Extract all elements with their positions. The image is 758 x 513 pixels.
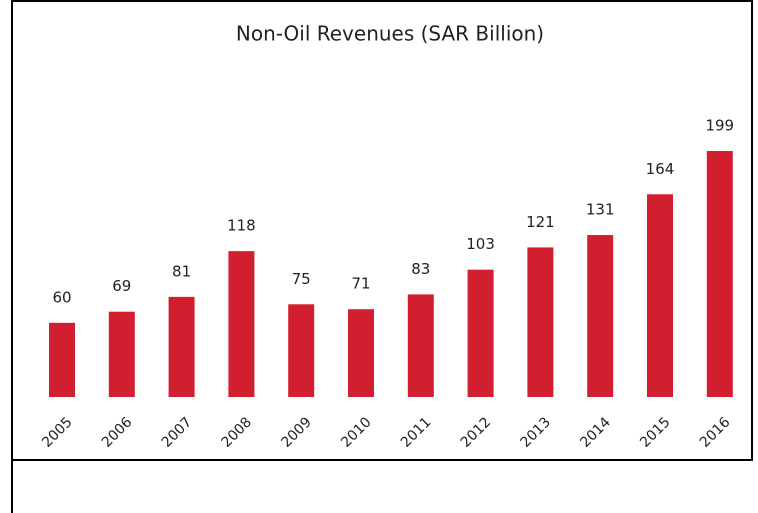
bar [49,322,75,397]
bar [527,247,554,397]
data-label: 81 [172,262,191,280]
bar [228,251,255,397]
bar [467,269,494,397]
data-label: 199 [705,117,734,135]
data-label: 121 [526,213,555,231]
bar [706,151,733,397]
frame [11,0,753,513]
bar [168,296,195,397]
x-tick-label: 2011 [398,414,435,451]
bar [108,311,135,397]
bar [288,304,315,397]
bar [587,235,614,397]
data-label: 69 [112,277,131,295]
data-label: 131 [586,201,615,219]
x-tick-label: 2013 [518,414,555,451]
data-label: 118 [227,217,256,235]
x-tick-label: 2008 [219,414,256,451]
chart-title: Non-Oil Revenues (SAR Billion) [236,22,544,46]
data-label: 71 [351,275,370,293]
data-label: 60 [52,288,71,306]
x-tick-label: 2005 [39,414,76,451]
bar [348,309,374,397]
x-tick-label: 2007 [159,414,196,451]
data-label: 103 [466,235,495,253]
data-label: 75 [292,270,311,288]
bar [407,294,434,397]
x-tick-label: 2009 [278,414,315,451]
x-tick-label: 2006 [99,414,136,451]
x-tick-label: 2015 [637,414,674,451]
x-tick-label: 2010 [338,414,375,451]
bar [647,194,673,397]
data-label: 83 [411,260,430,278]
x-tick-label: 2014 [577,414,614,451]
data-label: 164 [646,160,675,178]
x-tick-label: 2016 [697,414,734,451]
x-tick-label: 2012 [458,414,495,451]
